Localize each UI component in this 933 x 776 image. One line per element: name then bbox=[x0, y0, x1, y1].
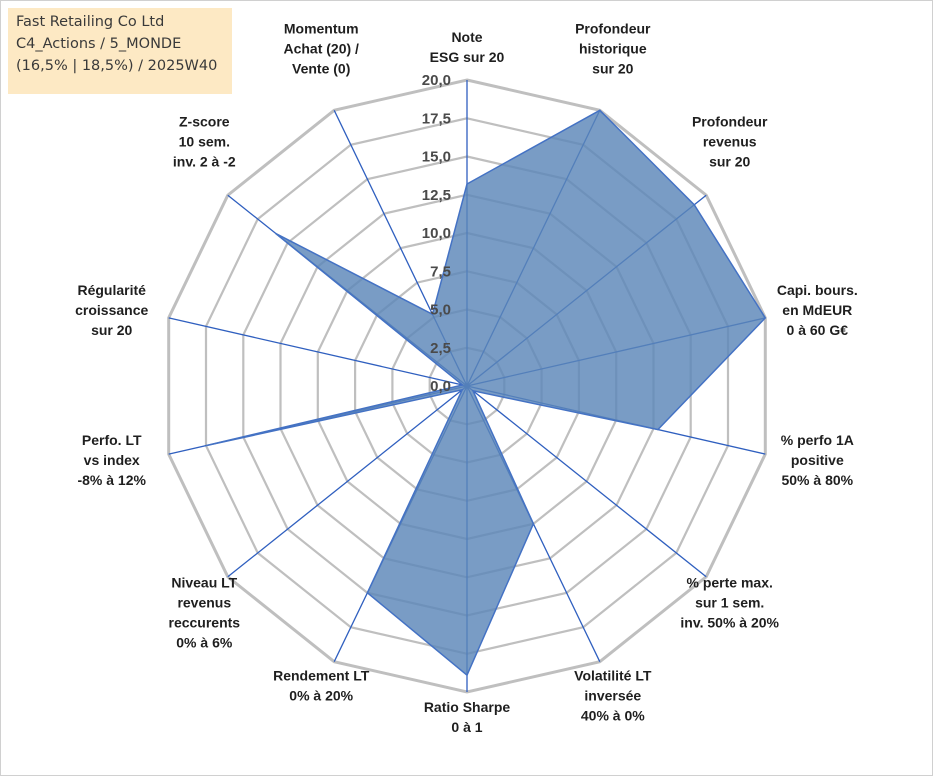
tick-label: 5,0 bbox=[430, 302, 451, 319]
axis-label: Profondeur historique sur 20 bbox=[575, 20, 651, 76]
tick-label: 2,5 bbox=[430, 340, 451, 357]
data-point bbox=[461, 384, 464, 387]
tick-label: 7,5 bbox=[430, 263, 451, 280]
data-point bbox=[656, 428, 659, 431]
info-box: Fast Retailing Co Ltd C4_Actions / 5_MON… bbox=[8, 8, 232, 94]
data-point bbox=[466, 674, 469, 677]
axis-label: % perfo 1A positive 50% à 80% bbox=[781, 432, 854, 488]
axis-label: Rendement LT 0% à 20% bbox=[273, 668, 370, 704]
axis-spoke bbox=[227, 385, 468, 578]
radar-ticks: 0,0 2,5 5,0 7,5 10,0 12,5 15,0 17,5 20,0 bbox=[422, 72, 451, 395]
data-point bbox=[764, 316, 767, 319]
data-point bbox=[532, 522, 535, 525]
axis-label: Niveau LT revenus reccurents 0% à 6% bbox=[169, 575, 241, 651]
tick-label: 15,0 bbox=[422, 149, 451, 166]
info-category: C4_Actions / 5_MONDE bbox=[16, 36, 182, 52]
tick-label: 20,0 bbox=[422, 72, 451, 89]
info-period: (16,5% | 18,5%) / 2025W40 bbox=[16, 58, 218, 74]
axis-spoke bbox=[466, 385, 707, 578]
axis-label: Profondeur revenus sur 20 bbox=[692, 114, 768, 170]
tick-label: 17,5 bbox=[422, 110, 451, 127]
axis-label: Ratio Sharpe 0 à 1 bbox=[424, 699, 511, 735]
axis-label: Z-score 10 sem. inv. 2 à -2 bbox=[173, 114, 236, 170]
tick-label: 0,0 bbox=[430, 378, 451, 395]
data-point bbox=[466, 183, 469, 186]
axis-label: % perte max. sur 1 sem. inv. 50% à 20% bbox=[680, 575, 779, 631]
axis-label: Volatilité LT inversée 40% à 0% bbox=[574, 668, 652, 724]
axis-label: Momentum Achat (20) / Vente (0) bbox=[283, 20, 359, 76]
tick-label: 10,0 bbox=[422, 225, 451, 242]
series-area bbox=[205, 109, 767, 677]
data-point bbox=[205, 444, 208, 447]
tick-label: 12,5 bbox=[422, 187, 451, 204]
data-point bbox=[598, 109, 601, 112]
info-company-name: Fast Retailing Co Ltd bbox=[16, 14, 165, 30]
radar-axis-labels: Note ESG sur 20 Profondeur historique sur 20… bbox=[75, 20, 858, 735]
axis-label: Capi. bours. en MdEUR 0 à 60 G€ bbox=[777, 282, 858, 338]
data-point bbox=[366, 591, 369, 594]
axis-spoke bbox=[168, 317, 468, 387]
data-point bbox=[274, 232, 277, 235]
data-point bbox=[461, 388, 464, 391]
data-point bbox=[693, 203, 696, 206]
axis-label: Régularité croissance sur 20 bbox=[75, 282, 148, 338]
axis-label: Note ESG sur 20 bbox=[430, 29, 505, 65]
data-point bbox=[472, 389, 475, 392]
radar-series bbox=[205, 109, 767, 677]
axis-label: Perfo. LT vs index -8% à 12% bbox=[77, 432, 146, 488]
